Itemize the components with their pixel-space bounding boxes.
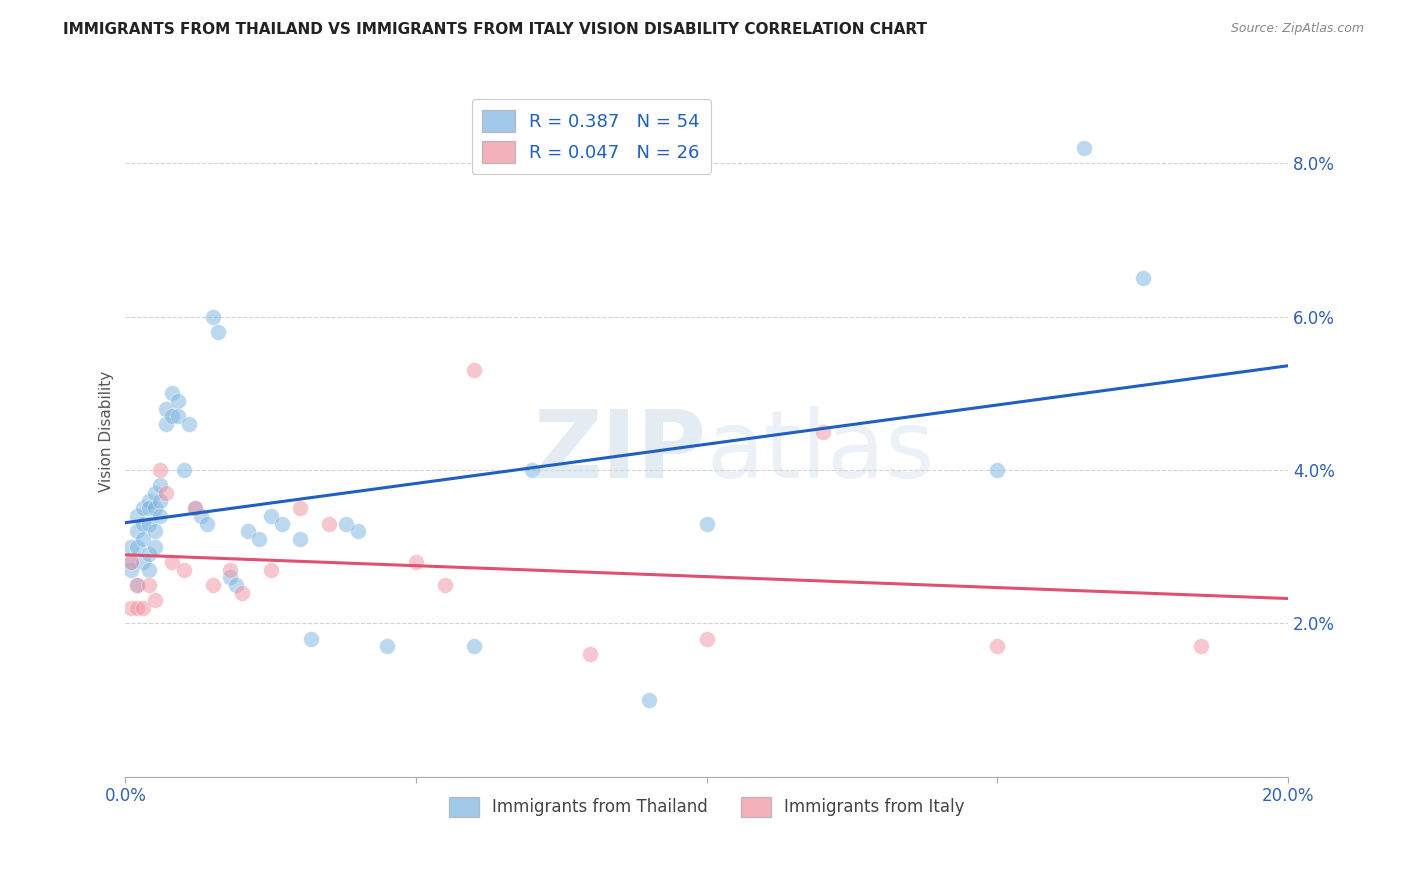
Point: [132, 601, 155, 615]
Point: [522, 463, 544, 477]
Point: [155, 417, 177, 431]
Point: [184, 501, 207, 516]
Point: [132, 516, 155, 531]
Point: [463, 640, 485, 654]
Point: [1132, 271, 1154, 285]
Point: [138, 516, 160, 531]
Point: [132, 501, 155, 516]
Point: [811, 425, 834, 439]
Point: [260, 563, 283, 577]
Point: [434, 578, 457, 592]
Point: [149, 463, 172, 477]
Point: [201, 578, 224, 592]
Text: IMMIGRANTS FROM THAILAND VS IMMIGRANTS FROM ITALY VISION DISABILITY CORRELATION : IMMIGRANTS FROM THAILAND VS IMMIGRANTS F…: [63, 22, 928, 37]
Point: [138, 578, 160, 592]
Point: [219, 570, 242, 584]
Point: [160, 555, 183, 569]
Point: [149, 478, 172, 492]
Point: [986, 463, 1008, 477]
Point: [986, 640, 1008, 654]
Text: ZIP: ZIP: [534, 407, 707, 499]
Point: [1189, 640, 1212, 654]
Point: [127, 601, 149, 615]
Point: [138, 493, 160, 508]
Point: [190, 508, 212, 523]
Point: [149, 508, 172, 523]
Point: [127, 578, 149, 592]
Point: [143, 524, 166, 539]
Point: [318, 516, 340, 531]
Point: [288, 532, 311, 546]
Point: [288, 501, 311, 516]
Point: [463, 363, 485, 377]
Point: [160, 386, 183, 401]
Point: [405, 555, 427, 569]
Point: [637, 693, 659, 707]
Point: [120, 563, 142, 577]
Point: [375, 640, 398, 654]
Point: [143, 593, 166, 607]
Point: [138, 563, 160, 577]
Point: [127, 524, 149, 539]
Point: [149, 493, 172, 508]
Point: [173, 563, 195, 577]
Point: [201, 310, 224, 324]
Point: [138, 501, 160, 516]
Point: [225, 578, 247, 592]
Legend: Immigrants from Thailand, Immigrants from Italy: Immigrants from Thailand, Immigrants fro…: [441, 790, 972, 824]
Point: [207, 325, 229, 339]
Point: [143, 486, 166, 500]
Point: [166, 393, 188, 408]
Point: [132, 532, 155, 546]
Point: [335, 516, 357, 531]
Point: [301, 632, 323, 646]
Point: [166, 409, 188, 424]
Point: [127, 508, 149, 523]
Point: [231, 585, 253, 599]
Point: [127, 540, 149, 554]
Point: [579, 647, 602, 661]
Point: [184, 501, 207, 516]
Point: [696, 632, 718, 646]
Point: [120, 540, 142, 554]
Point: [219, 563, 242, 577]
Point: [347, 524, 370, 539]
Point: [143, 501, 166, 516]
Point: [260, 508, 283, 523]
Point: [271, 516, 294, 531]
Y-axis label: Vision Disability: Vision Disability: [100, 371, 114, 492]
Point: [143, 540, 166, 554]
Text: atlas: atlas: [707, 407, 935, 499]
Point: [247, 532, 270, 546]
Point: [155, 486, 177, 500]
Point: [160, 409, 183, 424]
Point: [155, 401, 177, 416]
Point: [173, 463, 195, 477]
Point: [120, 555, 142, 569]
Point: [236, 524, 259, 539]
Point: [120, 555, 142, 569]
Point: [120, 601, 142, 615]
Point: [1073, 141, 1095, 155]
Point: [696, 516, 718, 531]
Point: [132, 555, 155, 569]
Point: [195, 516, 218, 531]
Point: [179, 417, 201, 431]
Point: [127, 578, 149, 592]
Point: [138, 547, 160, 561]
Text: Source: ZipAtlas.com: Source: ZipAtlas.com: [1230, 22, 1364, 36]
